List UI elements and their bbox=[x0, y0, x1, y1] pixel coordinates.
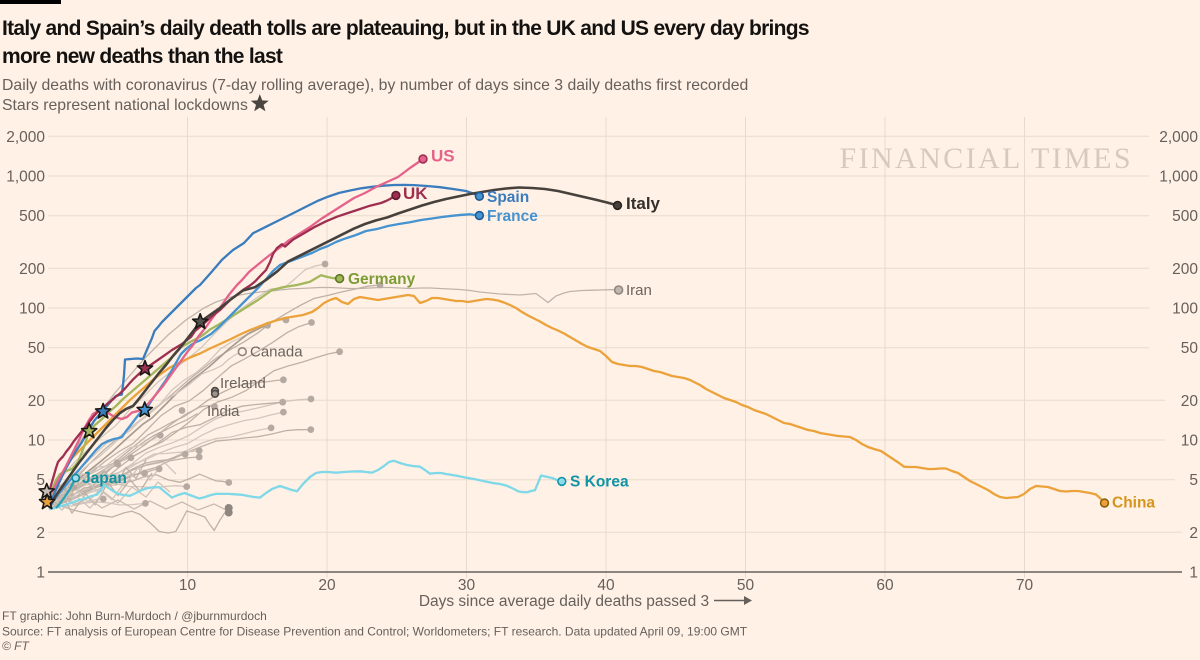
svg-text:100: 100 bbox=[1172, 301, 1198, 318]
svg-text:S Korea: S Korea bbox=[570, 474, 629, 491]
svg-text:10: 10 bbox=[1181, 433, 1199, 450]
svg-text:Stars represent national lockd: Stars represent national lockdowns bbox=[2, 97, 248, 114]
svg-text:20: 20 bbox=[318, 577, 336, 594]
svg-text:Italy and Spain’s daily death: Italy and Spain’s daily death tolls are … bbox=[2, 17, 809, 40]
svg-text:Iran: Iran bbox=[626, 282, 652, 299]
svg-text:200: 200 bbox=[1172, 261, 1198, 278]
svg-text:Canada: Canada bbox=[250, 344, 303, 361]
svg-text:40: 40 bbox=[597, 577, 615, 594]
svg-text:© FT: © FT bbox=[2, 639, 31, 653]
svg-text:Italy: Italy bbox=[626, 194, 661, 213]
svg-text:500: 500 bbox=[19, 208, 45, 225]
svg-text:Spain: Spain bbox=[487, 189, 529, 206]
svg-text:500: 500 bbox=[1172, 208, 1198, 225]
svg-text:50: 50 bbox=[737, 577, 755, 594]
svg-text:Days since average daily death: Days since average daily deaths passed 3 bbox=[419, 593, 709, 610]
svg-text:70: 70 bbox=[1016, 577, 1034, 594]
svg-text:Daily deaths with coronavirus: Daily deaths with coronavirus (7-day rol… bbox=[2, 77, 748, 94]
svg-text:1,000: 1,000 bbox=[6, 169, 45, 186]
svg-text:200: 200 bbox=[19, 261, 45, 278]
svg-text:US: US bbox=[431, 147, 455, 166]
svg-text:20: 20 bbox=[1181, 393, 1199, 410]
svg-text:1,000: 1,000 bbox=[1159, 169, 1198, 186]
svg-text:2,000: 2,000 bbox=[1159, 129, 1198, 146]
svg-text:1: 1 bbox=[36, 565, 45, 582]
svg-text:60: 60 bbox=[876, 577, 894, 594]
svg-text:Ireland: Ireland bbox=[220, 375, 266, 392]
svg-text:more new deaths than the last: more new deaths than the last bbox=[2, 45, 283, 68]
svg-text:10: 10 bbox=[28, 433, 46, 450]
svg-text:FT graphic: John Burn-Murdoch: FT graphic: John Burn-Murdoch / @jburnmu… bbox=[2, 609, 267, 623]
svg-text:5: 5 bbox=[36, 472, 45, 489]
svg-text:Germany: Germany bbox=[348, 271, 416, 288]
svg-text:50: 50 bbox=[1181, 340, 1199, 357]
svg-text:UK: UK bbox=[403, 184, 428, 203]
svg-text:China: China bbox=[1112, 495, 1155, 512]
svg-text:2: 2 bbox=[36, 525, 45, 542]
svg-text:100: 100 bbox=[19, 301, 45, 318]
svg-text:1: 1 bbox=[1189, 565, 1198, 582]
svg-text:France: France bbox=[487, 208, 538, 225]
svg-text:2,000: 2,000 bbox=[6, 129, 45, 146]
svg-text:5: 5 bbox=[1189, 472, 1198, 489]
svg-text:50: 50 bbox=[28, 340, 46, 357]
svg-text:Source: FT analysis of Europea: Source: FT analysis of European Centre f… bbox=[2, 625, 748, 639]
svg-text:20: 20 bbox=[28, 393, 46, 410]
svg-text:India: India bbox=[207, 403, 240, 420]
svg-text:10: 10 bbox=[179, 577, 197, 594]
svg-text:30: 30 bbox=[458, 577, 476, 594]
svg-text:2: 2 bbox=[1189, 525, 1198, 542]
svg-text:Japan: Japan bbox=[82, 470, 127, 487]
svg-text:FINANCIAL TIMES: FINANCIAL TIMES bbox=[839, 142, 1133, 175]
